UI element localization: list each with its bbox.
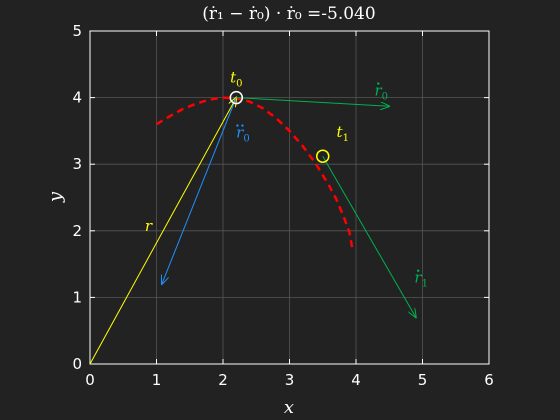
x-tick-label: 3 <box>285 371 295 389</box>
vector-label-text: r0 <box>236 124 250 145</box>
grid <box>89 30 490 365</box>
time-point-label: t1 <box>337 123 349 144</box>
time-point-label: t0 <box>230 69 242 90</box>
x-tick-label: 1 <box>152 371 162 389</box>
vector-label-subscript: 0 <box>243 134 249 145</box>
vectors: r r0 r0 r1 <box>89 82 428 365</box>
y-tick-label: 5 <box>72 22 82 40</box>
x-axis-label: x <box>284 397 294 418</box>
time-point-marker <box>316 149 330 163</box>
y-axis-label: y <box>45 191 66 203</box>
vector-arrow <box>89 98 236 365</box>
y-tick-label: 2 <box>72 222 82 240</box>
y-tick-label: 0 <box>72 355 82 373</box>
x-tick-label: 6 <box>484 371 494 389</box>
vector-arrow <box>236 97 389 107</box>
y-tick-label: 1 <box>72 288 82 306</box>
vector-label-subscript: 0 <box>382 92 388 103</box>
y-tick-label: 3 <box>72 155 82 173</box>
time-point-marker <box>229 90 244 105</box>
dot-accent <box>377 82 380 85</box>
x-tick-label: 2 <box>218 371 228 389</box>
vector-arrow <box>322 155 416 317</box>
vector-label-text: r0 <box>374 82 388 103</box>
dot-accent <box>416 269 420 272</box>
axes: 0 1 2 3 4 5 6 0 1 2 3 4 5 <box>72 22 493 389</box>
vector-label-text: r1 <box>414 269 428 290</box>
dot-accent <box>241 124 244 127</box>
time-point-subscript: 0 <box>236 79 242 90</box>
vector-label: r <box>145 217 153 235</box>
trajectory-line <box>155 96 354 252</box>
x-tick-label: 4 <box>351 371 361 389</box>
vector-label: r0 <box>236 124 250 145</box>
dot-accent <box>236 124 239 127</box>
vector-arrow <box>162 97 237 284</box>
chart-title: (ṙ₁ − ṙ₀) · ṙ₀ =-5.040 <box>202 4 375 24</box>
time-point-subscript: 1 <box>343 133 349 144</box>
x-tick-label: 0 <box>85 371 95 389</box>
vector-label-text: r <box>145 217 153 235</box>
x-tick-label: 5 <box>418 371 428 389</box>
vector-label: r0 <box>374 82 388 103</box>
vector-label-subscript: 1 <box>422 279 428 290</box>
y-tick-label: 4 <box>72 89 82 107</box>
vector-label: r1 <box>414 269 428 290</box>
plot-series <box>155 96 354 252</box>
